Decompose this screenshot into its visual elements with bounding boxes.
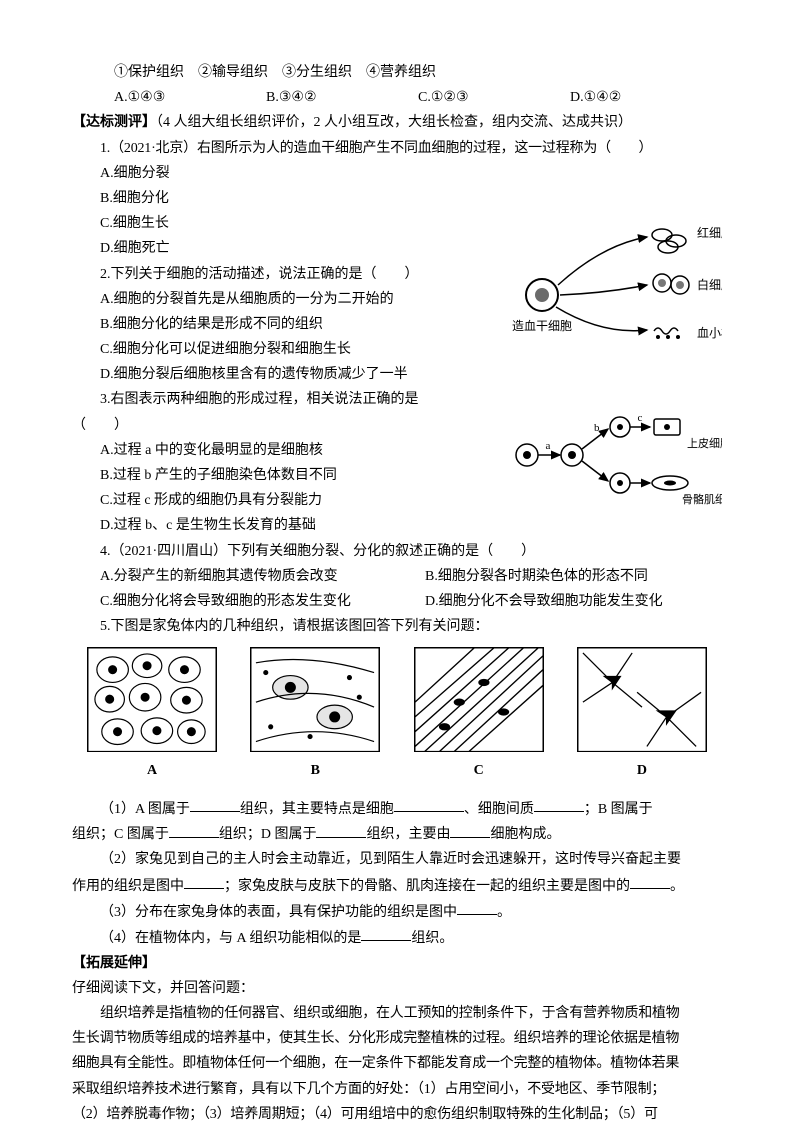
blank (534, 796, 584, 813)
tissue-d-box (577, 647, 707, 752)
passage-l4: 采取组织培养技术进行繁育，具有以下几个方面的好处：（1）占用空间小，不受地区、季… (72, 1077, 722, 1102)
q5s1-f: 组织；D 图属于 (219, 827, 317, 842)
q5s1-a: （1）A 图属于 (100, 801, 190, 816)
opt-c: C.①②③ (418, 85, 570, 110)
section-title-prefix: 【达标测评】 (72, 115, 156, 130)
d1-red-label: 红细胞 (697, 225, 722, 240)
q4-stem: 4.（2021·四川眉山）下列有关细胞分裂、分化的叙述正确的是（ ） (72, 539, 722, 564)
tissue-c: C (409, 647, 549, 783)
tissue-d-label: D (572, 758, 712, 783)
intro-options: A.①④③ B.③④② C.①②③ D.①④② (72, 85, 722, 110)
q4-c: C.细胞分化将会导致细胞的形态发生变化 (72, 589, 397, 614)
q5-sub3: （3）分布在家兔身体的表面，具有保护功能的组织是图中 。 (72, 899, 722, 925)
q2-d: D.细胞分裂后细胞核里含有的遗传物质减少了一半 (72, 362, 722, 387)
q1-stem: 1.（2021·北京）右图所示为人的造血干细胞产生不同血细胞的过程，这一过程称为… (72, 136, 722, 161)
q5s2-c: ；家兔皮肤与皮肤下的骨骼、肌肉连接在一起的组织主要是图中的 (224, 878, 630, 893)
tissue-images-row: A B (72, 647, 722, 783)
tissue-d: D (572, 647, 712, 783)
d2-a: a (546, 440, 551, 452)
d2-c: c (638, 412, 643, 424)
blank (169, 821, 219, 838)
q5-sub2-l1: （2）家兔见到自己的主人时会主动靠近，见到陌生人靠近时会迅速躲开，这时传导兴奋起… (72, 847, 722, 872)
opt-d: D.①④② (570, 85, 722, 110)
q1-b: B.细胞分化 (72, 186, 722, 211)
passage-l2: 生长调节物质等组成的培养基中，使其生长、分化形成完整植株的过程。组织培养的理论依… (72, 1026, 722, 1051)
tissue-type-list: ①保护组织 ②输导组织 ③分生组织 ④营养组织 (72, 60, 722, 85)
blank (457, 899, 497, 916)
d1-stem-label: 造血干细胞 (512, 319, 572, 333)
tissue-b: B (245, 647, 385, 783)
q5s4-a: （4）在植物体内，与 A 组织功能相似的是 (100, 930, 361, 945)
d2-b: b (594, 422, 600, 434)
passage-l5: （2）培养脱毒作物；（3）培养周期短；（4）可用组培中的愈伤组织制取特殊的生化制… (72, 1102, 722, 1127)
q4-row1: A.分裂产生的新细胞其遗传物质会改变 B.细胞分裂各时期染色体的形态不同 (72, 564, 722, 589)
q3-d: D.过程 b、c 是生物生长发育的基础 (72, 513, 722, 538)
q5s1-e: 组织；C 图属于 (72, 827, 169, 842)
q5s3-b: 。 (497, 904, 511, 919)
passage-l3: 细胞具有全能性。即植物体任何一个细胞，在一定条件下都能发育成一个完整的植物体。植… (72, 1051, 722, 1076)
q5-sub4: （4）在植物体内，与 A 组织功能相似的是 组织。 (72, 925, 722, 951)
blank (361, 925, 411, 942)
q1-a: A.细胞分裂 (72, 161, 722, 186)
q4-b: B.细胞分裂各时期染色体的形态不同 (397, 564, 722, 589)
opt-a: A.①④③ (114, 85, 266, 110)
d2-bottom-label: 骨骼肌细胞 (682, 492, 722, 505)
d1-white-label: 白细胞 (697, 277, 722, 292)
q5-sub2-l2: 作用的组织是图中 ；家兔皮肤与皮肤下的骨骼、肌肉连接在一起的组织主要是图中的 。 (72, 873, 722, 899)
tissue-a-box (87, 647, 217, 752)
reading-intro: 仔细阅读下文，并回答问题： (72, 976, 722, 1001)
q5s1-g: 组织，主要由 (366, 827, 450, 842)
q5-sub1-cont: 组织；C 图属于 组织；D 图属于 组织，主要由 细胞构成。 (72, 821, 722, 847)
d1-platelet-label: 血小板 (697, 326, 722, 340)
tissue-d-svg (578, 648, 706, 751)
q4-d: D.细胞分化不会导致细胞功能发生变化 (397, 589, 722, 614)
tissue-a-label: A (82, 758, 222, 783)
q5-stem: 5.下图是家兔体内的几种组织，请根据该图回答下列有关问题： (72, 614, 722, 639)
q5s1-d: ；B 图属于 (584, 801, 653, 816)
diagram-blood-cells: 造血干细胞 红细胞 白细胞 血小板 (512, 215, 722, 350)
q4-a: A.分裂产生的新细胞其遗传物质会改变 (72, 564, 397, 589)
q5s1-c: 、细胞间质 (464, 801, 534, 816)
tissue-a: A (82, 647, 222, 783)
q5s3-a: （3）分布在家兔身体的表面，具有保护功能的组织是图中 (100, 904, 457, 919)
section-extension-title: 【拓展延伸】 (72, 951, 722, 976)
tissue-c-svg (415, 648, 543, 751)
q4-row2: C.细胞分化将会导致细胞的形态发生变化 D.细胞分化不会导致细胞功能发生变化 (72, 589, 722, 614)
tissue-b-svg (251, 648, 379, 751)
blank (450, 821, 490, 838)
blank (184, 873, 224, 890)
passage-l1: 组织培养是指植物的任何器官、组织或细胞，在人工预知的控制条件下，于含有营养物质和… (72, 1001, 722, 1026)
blank (394, 796, 464, 813)
q5-sub1: （1）A 图属于 组织，其主要特点是细胞 、细胞间质 ；B 图属于 (72, 796, 722, 822)
diagram-two-cells: a b c 上皮细胞 骨骼肌细胞 (512, 405, 722, 505)
tissue-b-label: B (245, 758, 385, 783)
q5s4-b: 组织。 (411, 930, 453, 945)
q5s2-b: 作用的组织是图中 (72, 878, 184, 893)
blank (316, 821, 366, 838)
opt-b: B.③④② (266, 85, 418, 110)
q5s2-d: 。 (670, 878, 684, 893)
tissue-c-label: C (409, 758, 549, 783)
section-assessment-title: 【达标测评】（4 人组大组长组织评价，2 人小组互改，大组长检查，组内交流、达成… (72, 110, 722, 135)
blank (190, 796, 240, 813)
tissue-a-svg (88, 648, 216, 751)
d2-top-label: 上皮细胞 (687, 437, 722, 450)
section-title-rest: （4 人组大组长组织评价，2 人小组互改，大组长检查，组内交流、达成共识） (156, 115, 632, 130)
tissue-c-box (414, 647, 544, 752)
blank (630, 873, 670, 890)
q5s1-b: 组织，其主要特点是细胞 (240, 801, 394, 816)
tissue-b-box (250, 647, 380, 752)
q5s1-h: 细胞构成。 (490, 827, 560, 842)
